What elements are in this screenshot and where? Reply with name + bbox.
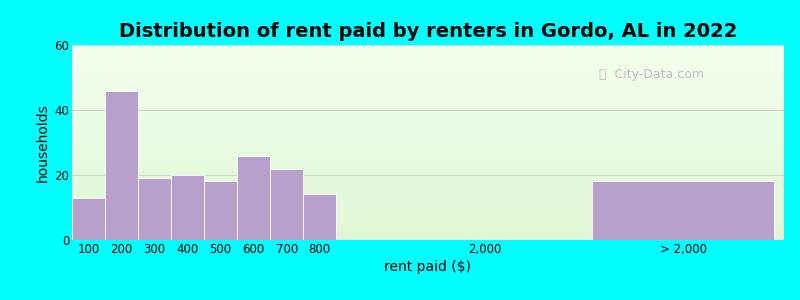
Bar [303,194,336,240]
Bar [204,182,237,240]
Bar [270,169,303,240]
Bar [138,178,171,240]
Bar [237,155,270,240]
Text: ⓘ  City-Data.com: ⓘ City-Data.com [599,68,704,81]
Bar [592,182,774,240]
Y-axis label: households: households [36,103,50,182]
Title: Distribution of rent paid by renters in Gordo, AL in 2022: Distribution of rent paid by renters in … [119,22,737,41]
Bar [105,91,138,240]
X-axis label: rent paid ($): rent paid ($) [385,260,471,274]
Bar [72,198,105,240]
Bar [171,175,204,240]
